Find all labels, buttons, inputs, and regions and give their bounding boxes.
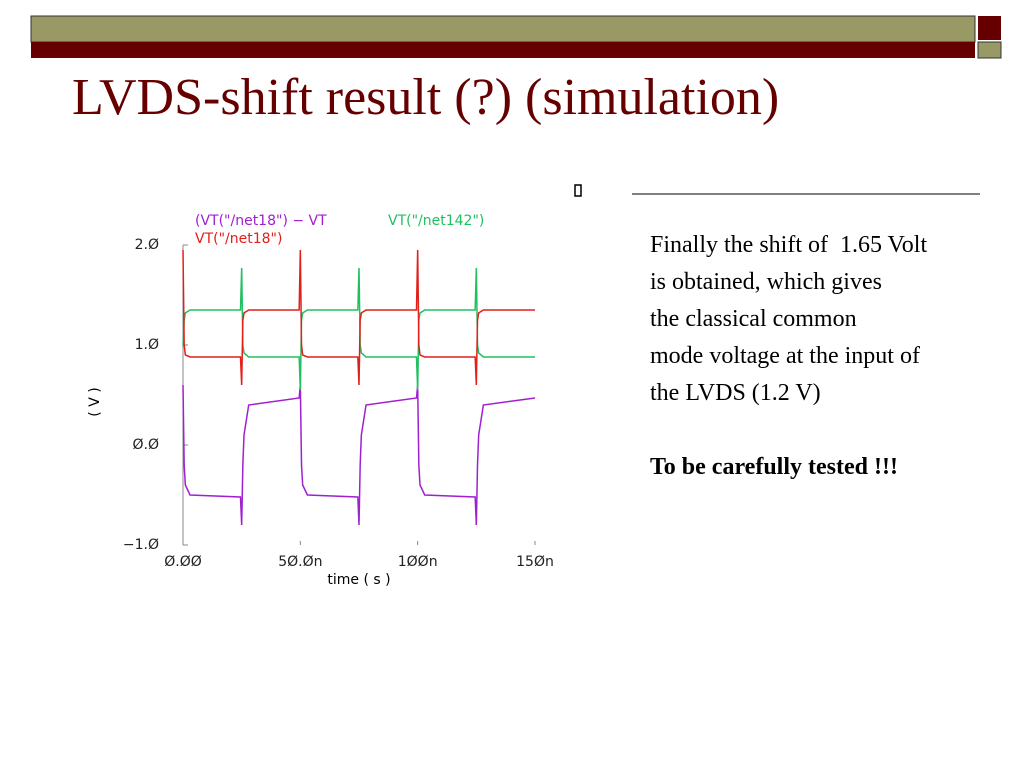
y-tick-label: −1.Ø	[123, 537, 159, 553]
legend-label: VT("/net18")	[195, 231, 282, 247]
x-axis-label: time ( s )	[327, 572, 390, 588]
body-line: is obtained, which gives	[650, 269, 882, 295]
series-line	[182, 384, 536, 526]
body-line: Finally the shift of 1.65 Volt	[650, 232, 928, 258]
series-line	[182, 267, 535, 391]
x-tick-label: 15Øn	[516, 554, 554, 570]
placeholder-icon	[574, 184, 582, 197]
x-tick-label: 5Ø.Øn	[278, 554, 322, 570]
slide-title: LVDS-shift result (?) (simulation)	[72, 69, 780, 126]
body-line: mode voltage at the input of	[650, 343, 920, 369]
legend-label: (VT("/net18") − VT	[195, 213, 327, 229]
body-line: the classical common	[650, 306, 857, 332]
corner-square	[977, 41, 1002, 59]
x-tick-label: Ø.ØØ	[164, 554, 202, 570]
body-line: the LVDS (1.2 V)	[650, 380, 821, 406]
series-line	[182, 249, 535, 386]
top-bar-dark	[31, 42, 975, 58]
corner-square	[978, 16, 1001, 40]
x-tick-label: 1ØØn	[398, 554, 438, 570]
y-axis-label: ( V )	[87, 387, 103, 416]
legend-label: VT("/net142")	[388, 213, 484, 229]
y-tick-label: 1.Ø	[135, 337, 159, 353]
y-tick-label: Ø.Ø	[133, 437, 160, 453]
slide-body: Finally the shift of 1.65 Volt is obtain…	[650, 227, 927, 486]
top-bar	[30, 15, 976, 43]
chart: ( V ) time ( s ) −1.Ø Ø.Ø 1.Ø 2.Ø Ø.ØØ 5Ø.Øn 1…	[87, 213, 554, 588]
y-tick-label: 2.Ø	[135, 237, 159, 253]
note: To be carefully tested !!!	[650, 454, 898, 480]
